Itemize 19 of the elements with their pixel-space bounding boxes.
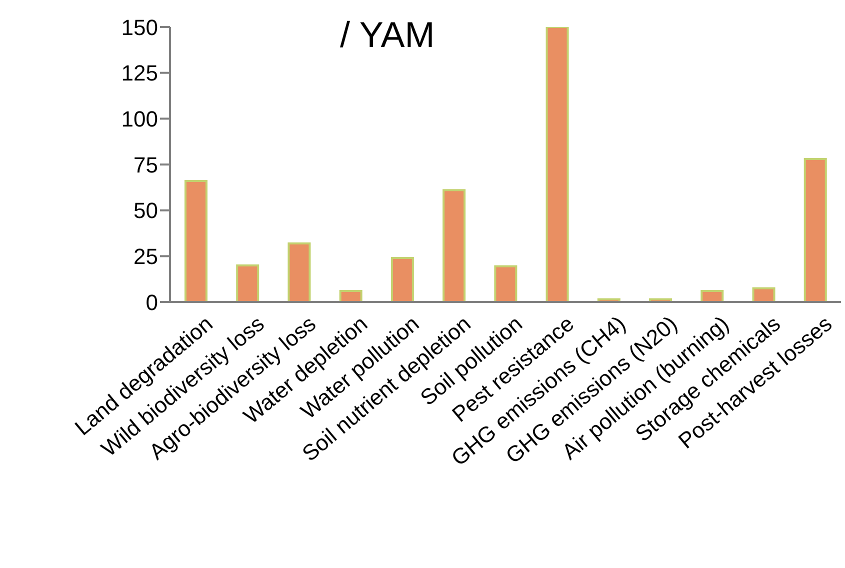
y-tick-label: 150: [121, 14, 158, 40]
bar: [700, 290, 724, 302]
bar: [184, 180, 208, 302]
y-tick-label: 100: [121, 106, 158, 132]
y-tick-label: 0: [146, 290, 158, 315]
chart-title: / YAM: [340, 14, 435, 56]
bar: [236, 264, 260, 302]
bar: [339, 290, 362, 302]
bar: [390, 257, 414, 302]
y-tick-label: 50: [134, 198, 158, 224]
bar: [804, 158, 827, 302]
bar: [546, 27, 569, 302]
y-tick-label: 25: [134, 244, 158, 269]
y-tick-label: 75: [134, 152, 158, 178]
bar: [288, 242, 311, 302]
bar: [442, 189, 466, 302]
bar: [752, 287, 776, 302]
bar: [494, 265, 518, 302]
y-tick-label: 125: [121, 60, 158, 86]
